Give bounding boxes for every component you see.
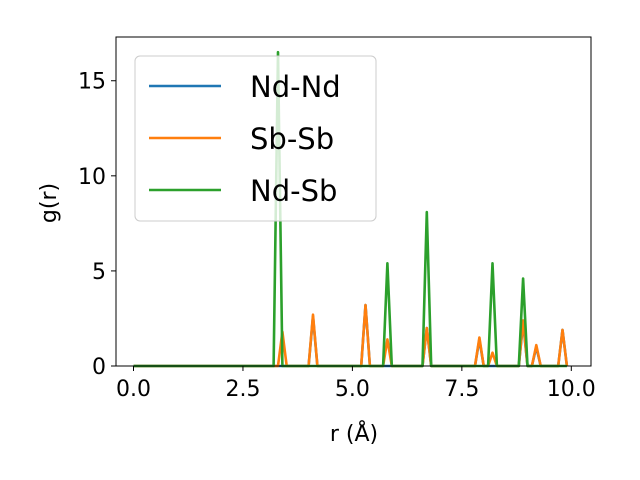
- y-tick-label: 5: [92, 260, 106, 285]
- x-axis-label: r (Å): [330, 420, 378, 447]
- x-tick-label: 2.5: [225, 377, 260, 402]
- y-tick-label: 0: [92, 355, 106, 380]
- x-tick-label: 10.0: [547, 377, 596, 402]
- legend-label-sb-sb: Sb-Sb: [250, 122, 334, 156]
- plot-area-border: [115, 36, 592, 367]
- y-tick-label: 15: [78, 70, 106, 95]
- legend-label-nd-nd: Nd-Nd: [250, 70, 341, 104]
- legend: Nd-Nd Sb-Sb Nd-Sb: [134, 55, 377, 222]
- series-line-nd-sb: [133, 50, 567, 368]
- x-tick-label: 5.0: [335, 377, 370, 402]
- y-axis-ticks: 0 5 10 15: [78, 70, 116, 380]
- x-tick-label: 0.0: [116, 377, 151, 402]
- legend-box: [134, 55, 377, 222]
- axes-frame: [115, 36, 592, 367]
- legend-label-nd-sb: Nd-Sb: [250, 174, 337, 208]
- y-tick-label: 10: [78, 165, 106, 190]
- y-axis-label: g(r): [37, 183, 62, 223]
- x-axis-ticks: 0.0 2.5 5.0 7.5 10.0: [116, 366, 596, 402]
- x-tick-label: 7.5: [444, 377, 479, 402]
